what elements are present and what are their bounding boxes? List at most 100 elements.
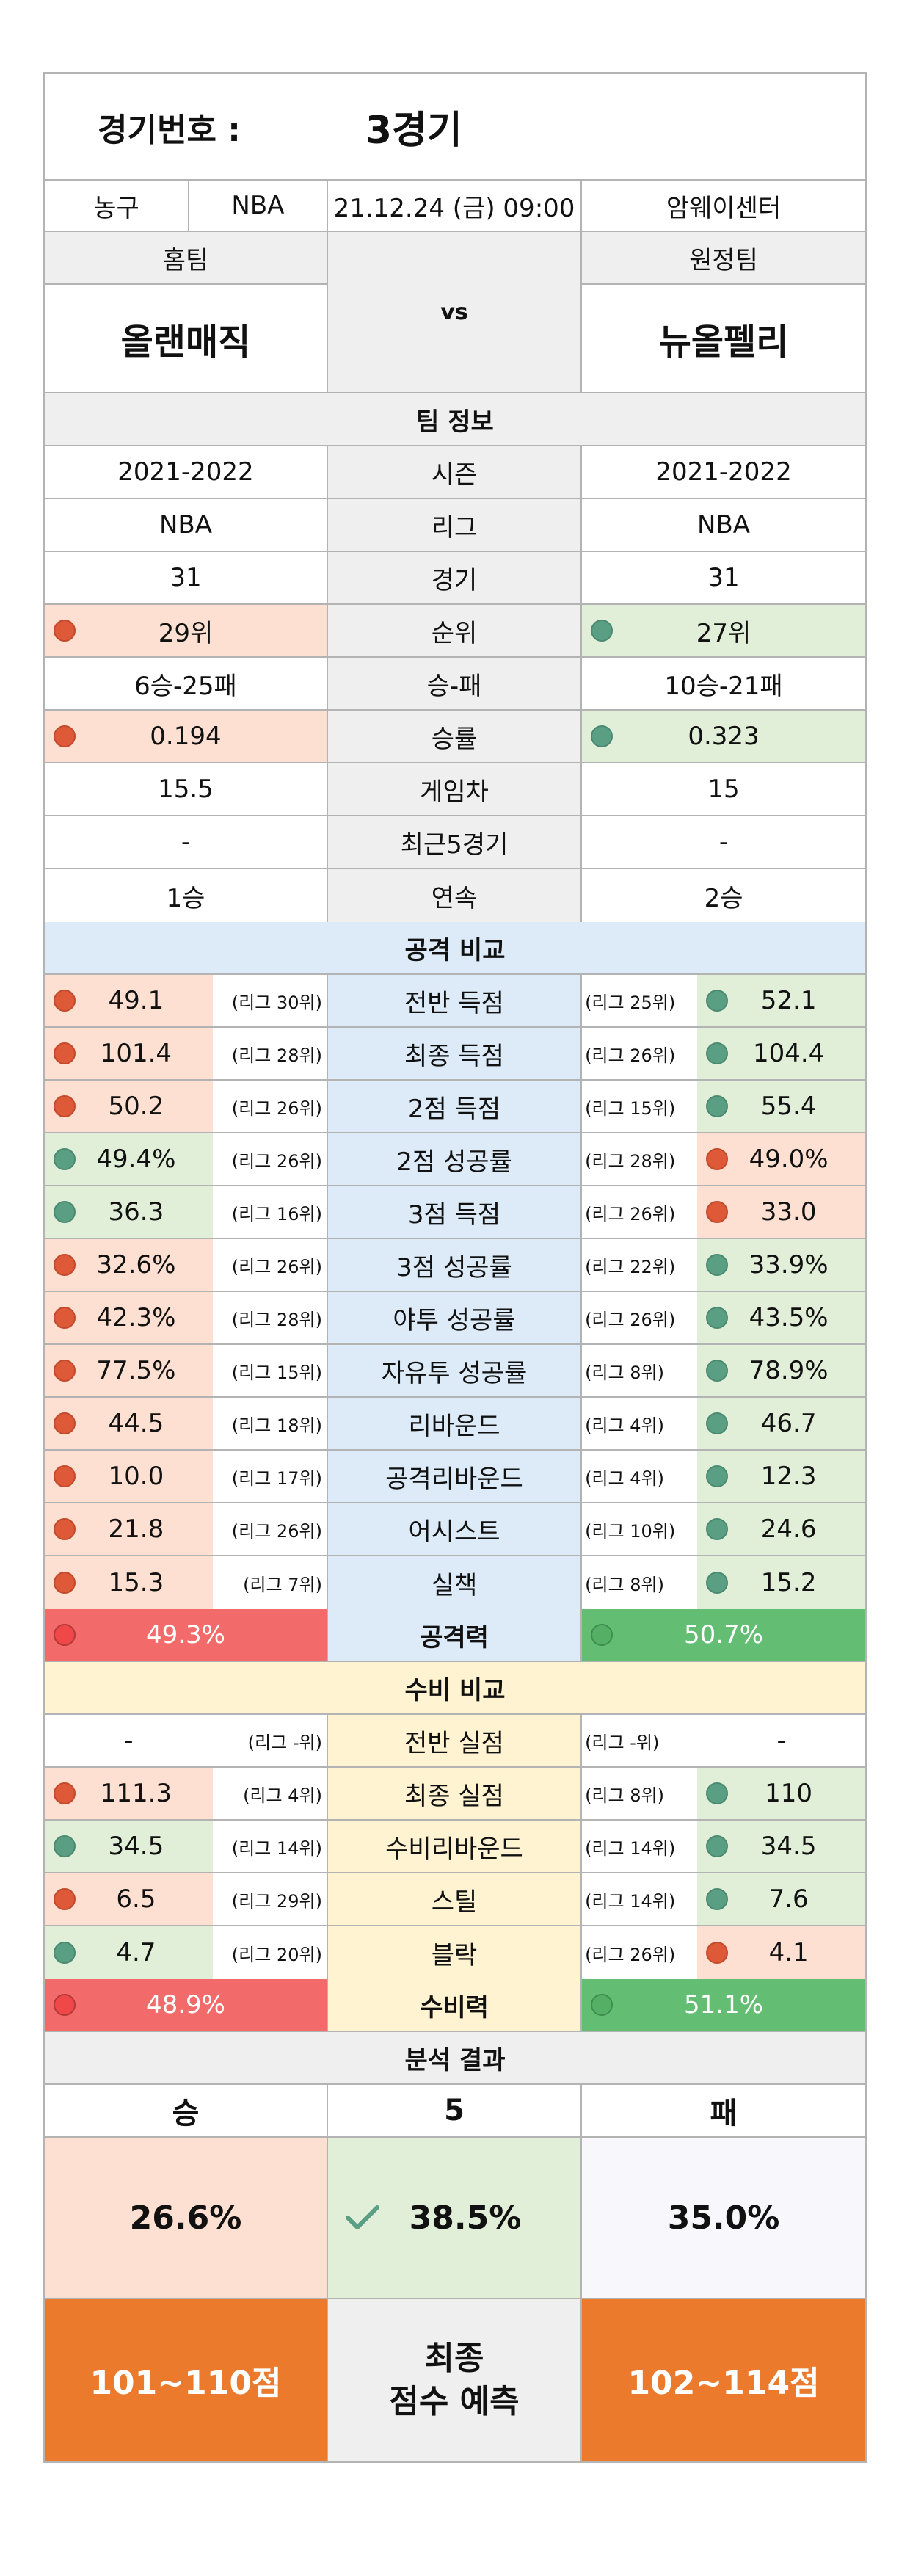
away-rank-cell: (리그 10위): [582, 1503, 697, 1555]
away-value: 55.4: [760, 1092, 817, 1121]
home-value: 6.5: [116, 1884, 156, 1914]
home-value-cell: 15.3: [45, 1556, 213, 1609]
stat-label: 2점 성공률: [327, 1133, 583, 1185]
team-info-away-value: 27위: [696, 618, 751, 648]
away-value: 104.4: [752, 1039, 825, 1068]
away-team-name: 뉴올펠리: [658, 322, 789, 363]
home-rank-cell: (리그 26위): [213, 1133, 328, 1185]
home-rank: (리그 15위): [231, 1362, 322, 1383]
match-analysis-sheet: 경기번호 : 3경기 농구 NBA 21.12.24 (금) 09:00 암웨이…: [43, 72, 867, 2463]
away-value-cell: 7.6: [697, 1873, 865, 1925]
analysis-pct-row: 26.6% 38.5% 35.0%: [45, 2138, 865, 2299]
offense-row: 77.5% (리그 15위) 자유투 성공률 (리그 8위) 78.9%: [45, 1345, 865, 1398]
stat-label: 최종 득점: [327, 1028, 583, 1079]
stat-label-text: 최종 실점: [404, 1781, 504, 1811]
home-rank-cell: (리그 30위): [213, 975, 328, 1026]
home-indicator-icon: [54, 1307, 76, 1329]
home-value: 34.5: [108, 1832, 164, 1861]
team-info-home: 31: [45, 552, 328, 603]
home-value: 32.6%: [96, 1250, 176, 1280]
away-value-cell: 55.4: [697, 1081, 865, 1132]
stat-label-text: 2점 득점: [407, 1094, 501, 1124]
team-info-label: 순위: [327, 605, 583, 656]
team-info-away-value: 0.323: [688, 722, 760, 751]
teams-row: 홈팀 올랜매직 vs 원정팀 뉴올펠리: [45, 232, 865, 393]
league-cell: NBA: [189, 181, 328, 231]
offense-row: 49.1 (리그 30위) 전반 득점 (리그 25위) 52.1: [45, 975, 865, 1028]
team-info-home: 2021-2022: [45, 446, 328, 498]
home-rank-cell: (리그 17위): [213, 1451, 328, 1502]
team-info-label-text: 경기: [431, 565, 478, 595]
stat-label: 전반 득점: [327, 975, 583, 1026]
team-info-home: 15.5: [45, 763, 328, 815]
team-info-row: - 최근5경기 -: [45, 816, 865, 869]
away-rank-cell: (리그 15위): [582, 1081, 697, 1132]
stat-label: 2점 득점: [327, 1081, 583, 1132]
defense-summary-row: 48.9% 수비력 51.1%: [45, 1979, 865, 2032]
defense-title: 수비 비교: [45, 1662, 865, 1713]
analysis-title: 분석 결과: [45, 2032, 865, 2083]
stat-label: 3점 성공률: [327, 1239, 583, 1291]
home-value-cell: 4.7: [45, 1926, 213, 1979]
home-rank-cell: (리그 26위): [213, 1239, 328, 1291]
game-number-value: 3경기: [365, 109, 462, 153]
away-value: 52.1: [760, 986, 817, 1015]
away-rank: (리그 22위): [585, 1256, 676, 1277]
away-value-cell: 33.0: [697, 1186, 865, 1238]
team-info-away-value: -: [718, 827, 729, 857]
away-value-cell: 24.6: [697, 1503, 865, 1555]
away-value-cell: 78.9%: [697, 1345, 865, 1396]
home-value-cell: 50.2: [45, 1081, 213, 1132]
away-value: 110: [765, 1779, 813, 1808]
home-value-cell: 49.4%: [45, 1133, 213, 1185]
team-info-home-value: 0.194: [150, 722, 222, 751]
home-rank: (리그 29위): [231, 1890, 322, 1912]
team-info-row: 31 경기 31: [45, 552, 865, 605]
home-indicator-icon: [54, 1095, 76, 1117]
team-info-row: NBA 리그 NBA: [45, 499, 865, 552]
home-indicator-icon: [54, 1148, 76, 1170]
home-value: 4.7: [116, 1938, 156, 1967]
offense-row: 42.3% (리그 28위) 야투 성공률 (리그 26위) 43.5%: [45, 1292, 865, 1345]
team-info-title: 팀 정보: [45, 393, 865, 445]
home-value-cell: 6.5: [45, 1873, 213, 1925]
home-indicator-icon: [54, 1254, 76, 1276]
team-info-label: 시즌: [327, 446, 583, 498]
away-value-cell: -: [697, 1715, 865, 1766]
away-rank-cell: (리그 26위): [582, 1926, 697, 1979]
team-info-home: NBA: [45, 499, 328, 551]
home-rank-cell: (리그 14위): [213, 1821, 328, 1872]
offense-row: 49.4% (리그 26위) 2점 성공률 (리그 28위) 49.0%: [45, 1133, 865, 1186]
team-info-label-text: 최근5경기: [400, 830, 509, 860]
away-indicator-icon: [706, 1518, 729, 1540]
stat-label: 수비리바운드: [327, 1821, 583, 1872]
home-value: 111.3: [100, 1779, 172, 1808]
away-rank-cell: (리그 8위): [582, 1768, 697, 1819]
team-info-label: 승-패: [327, 658, 583, 709]
away-value: 15.2: [760, 1568, 817, 1597]
away-value: 12.3: [760, 1462, 817, 1491]
stat-label-text: 실책: [431, 1570, 478, 1600]
team-info-away-value: 2승: [704, 883, 743, 913]
away-rank-cell: (리그 25위): [582, 975, 697, 1026]
offense-summary-home: 49.3%: [45, 1609, 328, 1661]
team-info-home-value: 31: [170, 563, 202, 592]
away-value: 33.0: [760, 1197, 817, 1227]
away-value-cell: 104.4: [697, 1028, 865, 1079]
away-value-cell: 4.1: [697, 1926, 865, 1979]
defense-summary-away: 51.1%: [582, 1979, 865, 2031]
away-value-cell: 15.2: [697, 1556, 865, 1609]
team-info-row: 1승 연속 2승: [45, 869, 865, 922]
team-info-home: 1승: [45, 869, 328, 922]
offense-row: 44.5 (리그 18위) 리바운드 (리그 4위) 46.7: [45, 1398, 865, 1451]
team-info-label-text: 순위: [431, 618, 478, 648]
defense-row: 4.7 (리그 20위) 블락 (리그 26위) 4.1: [45, 1926, 865, 1979]
home-indicator-icon: [54, 1888, 76, 1910]
home-rank: (리그 18위): [231, 1415, 322, 1436]
away-indicator-icon: [706, 1095, 729, 1117]
home-rank-cell: (리그 20위): [213, 1926, 328, 1979]
home-rank-cell: (리그 16위): [213, 1186, 328, 1238]
away-rank-cell: (리그 4위): [582, 1451, 697, 1502]
defense-summary-label: 수비력: [327, 1979, 583, 2031]
stat-label-text: 자유투 성공률: [381, 1358, 528, 1388]
